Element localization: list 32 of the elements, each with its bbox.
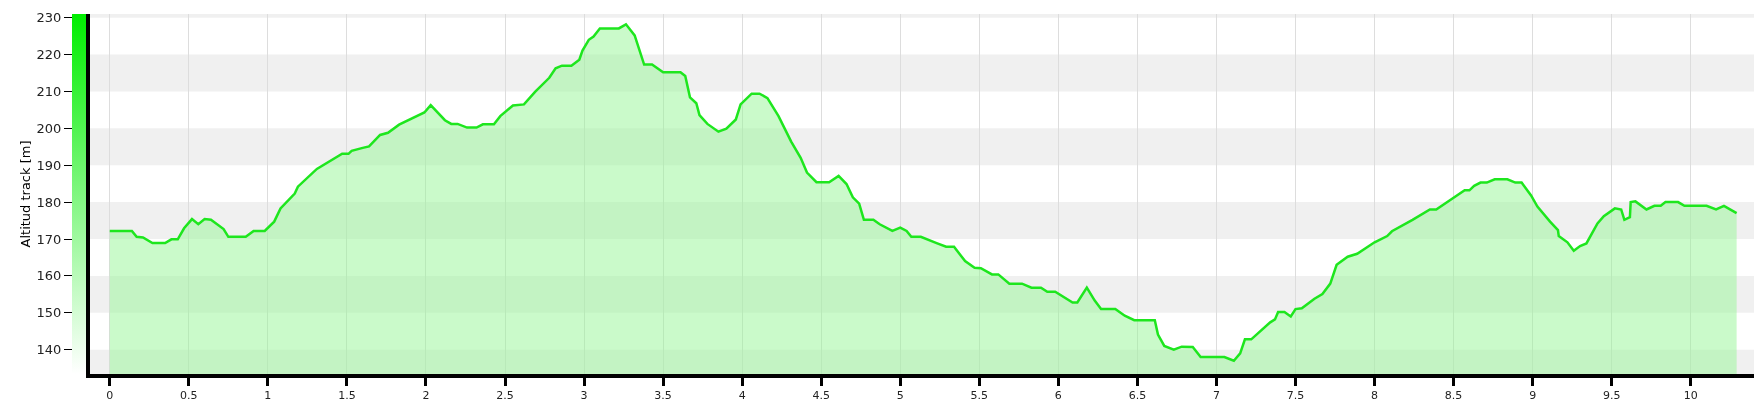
x-tick-label: 0.5: [180, 389, 198, 403]
x-tick-label: 5.5: [970, 389, 989, 403]
y-tick-label: 200: [36, 120, 62, 136]
y-tick-label: 230: [36, 10, 62, 26]
x-tick-label: 5: [896, 389, 904, 403]
y-tick-label: 220: [36, 47, 62, 63]
x-tick-label: 8.5: [1444, 389, 1463, 403]
y-tick-label: 160: [36, 268, 62, 284]
x-tick-label: 8: [1371, 389, 1379, 403]
x-tick-label: 0: [106, 389, 114, 403]
x-tick-label: 6.5: [1128, 389, 1147, 403]
x-tick-label: 4.5: [812, 389, 830, 403]
x-tick-label: 3.5: [654, 389, 672, 403]
x-tick-label: 3: [580, 389, 588, 403]
x-tick-label: 7.5: [1286, 389, 1305, 403]
x-tick-label: 2: [422, 389, 430, 403]
x-tick-label: 6: [1054, 389, 1062, 403]
y-tick-label: 210: [36, 84, 62, 100]
x-tick-label: 9.5: [1602, 389, 1621, 403]
y-tick-label: 150: [36, 305, 62, 321]
x-tick-label: 7: [1212, 389, 1220, 403]
y-axis-title: Altitud track [m]: [18, 140, 34, 248]
x-tick-label: 4: [738, 389, 746, 403]
y-tick-label: 170: [36, 231, 62, 247]
x-tick-label: 1.5: [338, 389, 356, 403]
x-tick-label: 2.5: [496, 389, 514, 403]
y-tick-label: 190: [36, 157, 62, 173]
y-tick-label: 180: [36, 194, 62, 210]
y-tick-label: 140: [36, 342, 62, 358]
x-tick-label: 1: [264, 389, 272, 403]
x-tick-label: 9: [1529, 389, 1537, 403]
x-tick-label: 10: [1683, 389, 1698, 403]
